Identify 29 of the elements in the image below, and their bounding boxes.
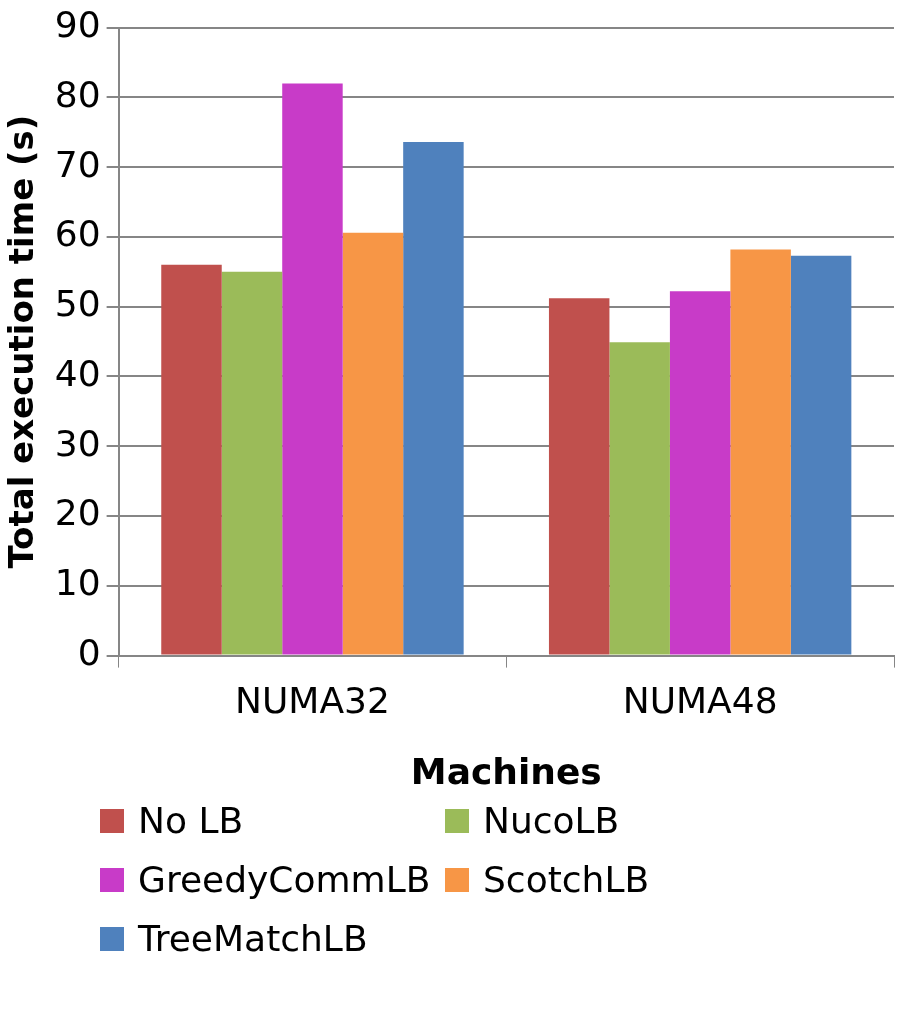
y-tick-label: 70 bbox=[54, 143, 101, 185]
bar bbox=[221, 271, 283, 655]
y-tick-label: 20 bbox=[54, 492, 101, 534]
bar bbox=[282, 83, 343, 655]
bar bbox=[609, 342, 670, 655]
bar bbox=[342, 232, 404, 655]
y-tick-label: 80 bbox=[54, 73, 101, 115]
y-tick-label: 90 bbox=[54, 3, 101, 45]
bar bbox=[790, 255, 852, 655]
y-axis-title: Total execution time (s) bbox=[1, 114, 42, 569]
legend-label: ScotchLB bbox=[483, 859, 650, 900]
bar bbox=[669, 291, 731, 655]
y-tick-label: 40 bbox=[54, 352, 101, 394]
legend-label: No LB bbox=[138, 800, 244, 841]
bar bbox=[548, 298, 610, 655]
legend-label: NucoLB bbox=[483, 800, 620, 841]
y-tick-label: 50 bbox=[54, 283, 101, 325]
y-tick-label: 60 bbox=[54, 213, 101, 255]
bar bbox=[403, 142, 464, 655]
x-tick-label: NUMA48 bbox=[622, 679, 778, 721]
y-tick-label: 30 bbox=[54, 422, 101, 464]
x-axis-title: Machines bbox=[410, 750, 602, 792]
y-tick-label: 10 bbox=[54, 562, 101, 604]
legend-label: TreeMatchLB bbox=[138, 918, 368, 959]
bar bbox=[161, 264, 222, 655]
x-tick-label: NUMA32 bbox=[235, 679, 390, 721]
legend-label: GreedyCommLB bbox=[138, 859, 431, 900]
bar bbox=[730, 249, 791, 655]
y-tick-label: 0 bbox=[77, 631, 101, 673]
